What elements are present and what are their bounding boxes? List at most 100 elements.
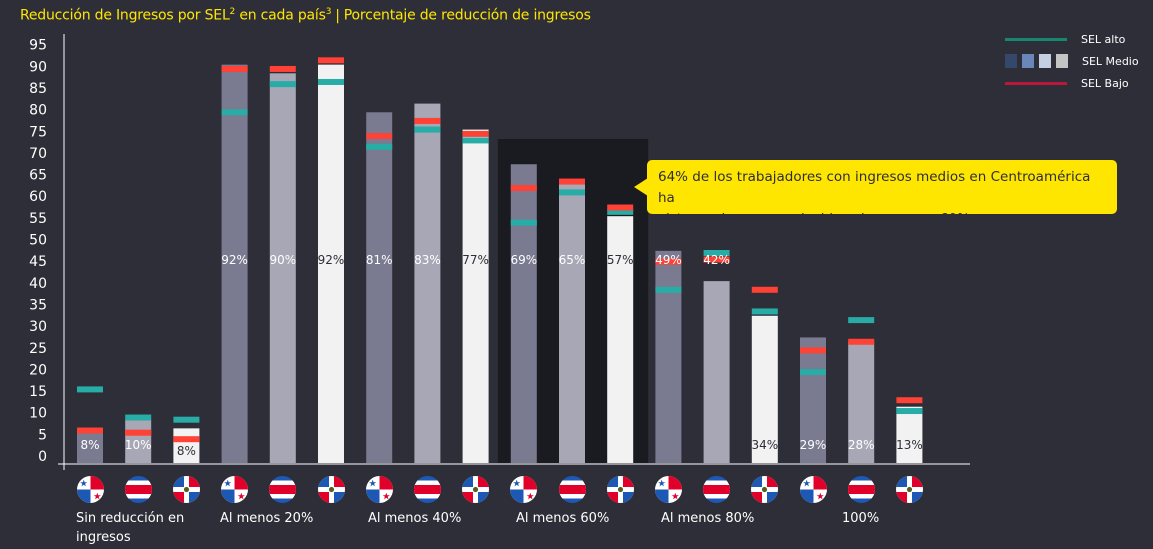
group-label-line: Al menos 40% [368, 511, 462, 526]
legend-swatch [1056, 54, 1068, 68]
legend-swatch [1022, 54, 1034, 68]
sel-bajo-marker [269, 65, 296, 72]
bar-dominicana [462, 129, 489, 463]
title-mid: en cada país [235, 7, 326, 24]
group-label-line: Al menos 60% [516, 511, 610, 526]
bar-value-label: 10% [125, 438, 152, 452]
sel-alto-marker [751, 308, 778, 315]
sel-bajo-marker [896, 397, 923, 404]
sel-alto-marker [269, 81, 296, 88]
flag-costa-rica-icon [847, 476, 875, 503]
bar-panama [77, 428, 103, 463]
bar-value-label: 28% [848, 438, 875, 452]
flag-dominicana-icon [606, 476, 634, 503]
group-label: 100% [842, 509, 879, 528]
bar-dominicana [607, 216, 634, 463]
sel-bajo-marker [77, 427, 103, 434]
sel-bajo-marker [366, 133, 393, 140]
callout-annotation: 64% de los trabajadores con ingresos med… [647, 160, 1117, 227]
sel-alto-marker [462, 137, 489, 144]
group-label: Al menos 20% [220, 509, 313, 528]
bar-panama [510, 164, 537, 464]
sel-bajo-marker [221, 65, 248, 72]
sel-bajo-marker [607, 204, 634, 211]
legend-label-sel-medio: SEL Medio [1082, 54, 1139, 68]
sel-alto-marker [655, 286, 682, 293]
bar-value-label: 83% [414, 253, 441, 267]
bar-costa-rica [848, 341, 875, 463]
sel-alto-marker [125, 414, 152, 421]
group-label-line: Al menos 80% [661, 511, 755, 526]
sel-bajo-marker [318, 57, 344, 64]
title-separator: | [335, 7, 340, 24]
sel-alto-marker [77, 386, 103, 393]
chart-subtitle: Porcentaje de reducción de ingresos [343, 7, 591, 24]
sel-bajo-marker [462, 130, 489, 137]
sel-alto-marker [173, 416, 200, 423]
flag-dominicana-icon [172, 476, 200, 503]
group-label-line: Sin reducción en [76, 511, 185, 526]
legend-swatch [1005, 54, 1017, 68]
bar-value-label: 90% [269, 253, 296, 267]
bar-dominicana [173, 428, 200, 463]
sel-alto-marker [607, 208, 634, 215]
sel-alto-marker [559, 189, 585, 196]
callout-line-2: visto sus ingresos reducidos al menos un… [658, 211, 975, 227]
sel-alto-marker [318, 78, 344, 85]
bar-value-label: 8% [177, 444, 196, 458]
legend-item-sel-bajo: SEL Bajo [1005, 72, 1139, 94]
y-tick-label: 20 [29, 362, 47, 378]
sel-alto-marker [703, 249, 730, 256]
bar-costa-rica [125, 419, 152, 463]
callout-arrow [634, 178, 648, 196]
title-main: Reducción de Ingresos por SEL [20, 7, 230, 24]
sel-bajo-marker [848, 338, 875, 345]
sel-bajo-marker [751, 286, 778, 293]
bar-value-label: 81% [366, 253, 393, 267]
legend-item-sel-medio: SEL Medio [1005, 50, 1139, 72]
bar-panama [655, 250, 682, 463]
bar-value-label: 92% [221, 253, 248, 267]
y-tick-label: 70 [29, 146, 47, 162]
flag-dominicana-icon [462, 476, 490, 503]
sel-bajo-marker [655, 258, 682, 265]
group-label: Sin reducción en ingresos [76, 509, 184, 547]
y-tick-label: 55 [29, 211, 47, 227]
flag-costa-rica-icon [124, 476, 152, 503]
bar-dominicana [318, 64, 344, 463]
flag-costa-rica-icon [269, 476, 297, 503]
bar-value-label: 57% [607, 253, 634, 267]
y-tick-label: 40 [29, 276, 47, 292]
sel-bajo-marker [125, 429, 152, 436]
y-tick-label: 80 [29, 103, 47, 119]
bar-panama [221, 64, 248, 463]
bar-costa-rica [703, 281, 730, 463]
y-tick-label: 75 [29, 124, 47, 140]
legend-item-sel-alto: SEL alto [1005, 28, 1139, 50]
legend-label-sel-bajo: SEL Bajo [1081, 76, 1129, 90]
y-tick-label: 95 [29, 38, 47, 54]
bar-value-label: 13% [896, 438, 923, 452]
legend: SEL alto SEL Medio SEL Bajo [1005, 28, 1139, 94]
sel-bajo-marker [173, 436, 200, 443]
y-tick-label: 60 [29, 189, 47, 205]
group-label: Al menos 40% [368, 509, 461, 528]
sel-bajo-marker [559, 178, 585, 185]
chart-title: Reducción de Ingresos por SEL2 en cada p… [20, 7, 591, 24]
legend-line-sel-alto [1005, 37, 1067, 41]
flag-costa-rica-icon [413, 476, 441, 503]
bar-panama [800, 337, 826, 463]
flag-panama-icon [799, 476, 827, 503]
bar-dominicana [751, 315, 778, 463]
sel-alto-marker [366, 143, 393, 150]
sel-alto-marker [510, 219, 537, 226]
title-superscript-1: 2 [229, 7, 236, 17]
legend-swatches-sel-medio [1005, 54, 1073, 68]
flag-panama-icon [76, 476, 104, 503]
y-tick-label: 85 [29, 81, 47, 97]
group-label: Al menos 80% [661, 509, 754, 528]
flag-costa-rica-icon [703, 476, 731, 503]
group-label-line: ingresos [76, 530, 131, 545]
flag-panama-icon [365, 476, 393, 503]
flag-dominicana-icon [751, 476, 779, 503]
